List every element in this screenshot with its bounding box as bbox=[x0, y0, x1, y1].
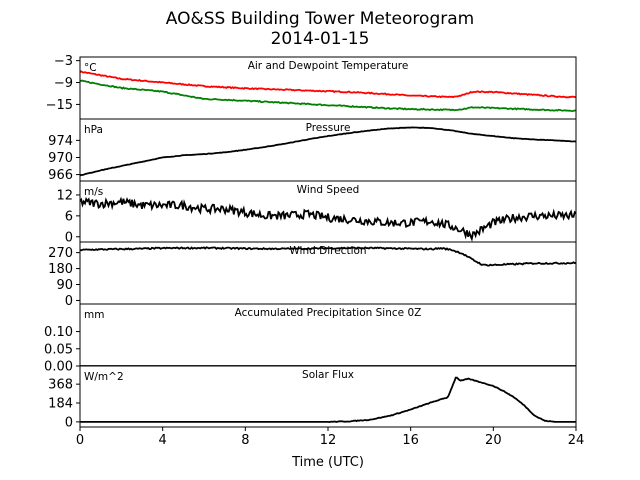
panel-title: Solar Flux bbox=[302, 369, 354, 381]
y-tick-label: 974 bbox=[48, 134, 73, 149]
x-tick-label: 24 bbox=[568, 433, 585, 448]
series-line bbox=[80, 126, 576, 177]
y-tick-label: 90 bbox=[56, 278, 73, 293]
x-tick-label: 0 bbox=[76, 433, 84, 448]
series-line bbox=[80, 196, 576, 242]
chart-subtitle: 2014-01-15 bbox=[271, 29, 370, 49]
y-tick-label: −15 bbox=[46, 98, 73, 113]
y-tick-label: 0 bbox=[65, 415, 73, 430]
series-line bbox=[80, 246, 576, 267]
x-tick-label: 8 bbox=[241, 433, 249, 448]
panel-unit: °C bbox=[84, 62, 97, 74]
panel-title: Wind Speed bbox=[297, 184, 360, 196]
y-tick-label: 0.00 bbox=[44, 360, 73, 375]
y-tick-label: 6 bbox=[65, 209, 73, 224]
y-tick-label: 970 bbox=[48, 151, 73, 166]
x-tick-label: 20 bbox=[485, 433, 502, 448]
y-tick-label: −9 bbox=[54, 76, 73, 91]
panel-title: Air and Dewpoint Temperature bbox=[248, 60, 409, 72]
panel-unit: W/m^2 bbox=[84, 371, 124, 383]
x-tick-label: 12 bbox=[320, 433, 337, 448]
y-tick-label: 12 bbox=[56, 188, 73, 203]
panel-title: Accumulated Precipitation Since 0Z bbox=[235, 307, 422, 319]
y-tick-label: 0.10 bbox=[44, 325, 73, 340]
panel-1: −3 −9 −15 Air and Dewpoint Temperature °C bbox=[46, 54, 577, 120]
panel-3: 12 6 0 Wind Speed m/s bbox=[56, 180, 577, 245]
y-tick-label: 270 bbox=[48, 246, 73, 261]
panel-unit: hPa bbox=[84, 124, 103, 136]
panel-title: Wind Direction bbox=[289, 245, 366, 257]
y-tick-label: 0.05 bbox=[44, 342, 73, 357]
panel-title: Pressure bbox=[306, 122, 351, 134]
panel-unit: m/s bbox=[84, 186, 103, 198]
panel-5: 0.10 0.05 0.00 Accumulated Precipitation Si… bbox=[44, 303, 577, 375]
panel-6: 368 184 0 Solar Flux W/m^2 bbox=[48, 365, 577, 431]
y-tick-label: 184 bbox=[48, 397, 73, 412]
y-tick-label: 368 bbox=[48, 378, 73, 393]
panels: −3 −9 −15 Air and Dewpoint Temperature °C 974… bbox=[44, 54, 577, 431]
x-tick-label: 16 bbox=[402, 433, 419, 448]
x-tick-label: 4 bbox=[159, 433, 167, 448]
y-tick-label: 0 bbox=[65, 230, 73, 245]
series-line bbox=[80, 70, 576, 99]
y-tick-label: −3 bbox=[54, 54, 73, 69]
x-axis-label: Time (UTC) bbox=[291, 455, 364, 470]
y-tick-label: 180 bbox=[48, 262, 73, 277]
panel-2: 974 970 966 Pressure hPa bbox=[48, 118, 577, 183]
series-line bbox=[80, 79, 576, 113]
chart-title: AO&SS Building Tower Meteorogram bbox=[166, 9, 474, 29]
y-tick-label: 966 bbox=[48, 168, 73, 183]
y-tick-label: 0 bbox=[65, 294, 73, 309]
panel-unit: mm bbox=[84, 309, 104, 321]
x-axis: 0 4 8 12 16 20 24 bbox=[76, 433, 584, 448]
series-line bbox=[80, 376, 576, 424]
